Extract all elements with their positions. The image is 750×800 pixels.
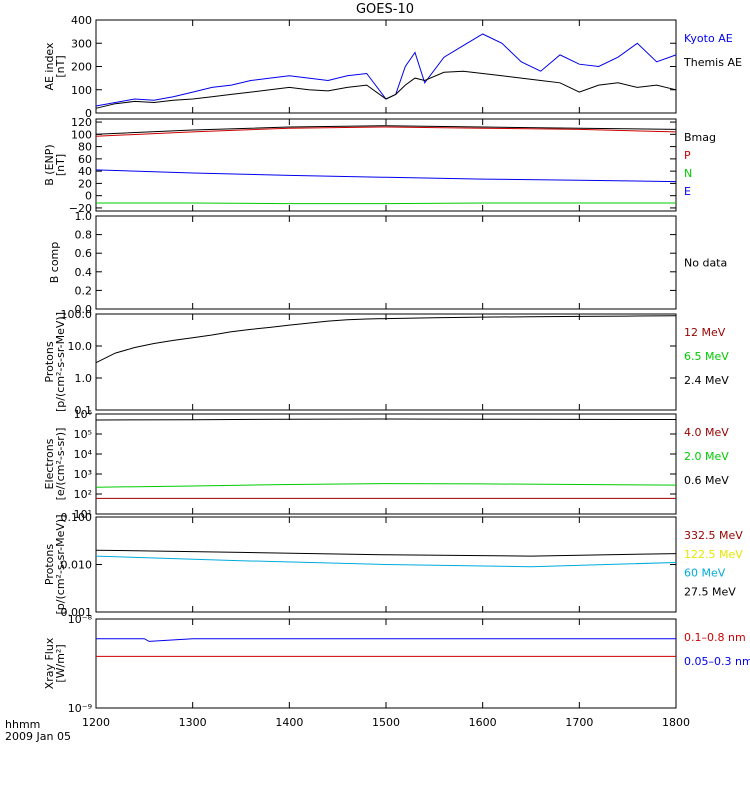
panel-5-ytick-label: 10² <box>74 488 92 501</box>
panel-7-series-2 <box>96 638 676 642</box>
panel-2-ytick-label: 100 <box>71 128 92 141</box>
panel-1-legend-1: Kyoto AE <box>684 32 733 45</box>
panel-2-series-1 <box>95 125 677 135</box>
panel-1-legend-2: Themis AE <box>683 56 742 69</box>
panel-1-ytick-label: 0 <box>85 107 92 120</box>
panel-5-legend-1: 4.0 MeV <box>684 426 729 439</box>
panel-6-legend-1: 332.5 MeV <box>684 529 743 542</box>
panel-2-legend-1: Bmag <box>684 131 716 144</box>
panel-4-ytick-label: 1.0 <box>75 372 93 385</box>
panel-1-ytick-label: 400 <box>71 14 92 27</box>
x-tick-label: 1800 <box>662 716 690 729</box>
panel-2-ylabel: [nT] <box>54 154 67 176</box>
panel-6-legend-2: 122.5 MeV <box>684 548 743 561</box>
panel-2-ytick-label: 80 <box>78 141 92 154</box>
panel-5-legend-3: 0.6 MeV <box>684 474 729 487</box>
panel-3-frame <box>95 215 677 310</box>
panel-1-ylabel: AE index <box>43 42 56 91</box>
plot-title: GOES-10 <box>356 2 414 17</box>
panel-7-ylabel: [W/m²] <box>54 644 67 682</box>
panel-2-series-4 <box>95 169 677 183</box>
panel-2-ytick-label: 120 <box>71 116 92 129</box>
panel-3-ytick-label: 0.4 <box>75 266 93 279</box>
panel-1-ylabel: [nT] <box>54 55 67 77</box>
panel-5-frame <box>95 413 677 515</box>
panel-2-legend-3: N <box>684 167 692 180</box>
panel-7-ylabel: Xray Flux <box>43 637 56 689</box>
panel-7-ytick-label: 10⁻⁹ <box>68 702 92 715</box>
panel-7-ytick-label: 10⁻⁸ <box>68 613 93 626</box>
panel-4-legend-2: 6.5 MeV <box>684 350 729 363</box>
panel-2-ytick-label: 60 <box>78 153 92 166</box>
panel-5-series-3 <box>95 418 677 421</box>
panel-6-ytick-label: 0.100 <box>61 511 93 524</box>
panel-6-legend-3: 60 MeV <box>684 567 726 580</box>
panel-2-legend-4: E <box>684 185 691 198</box>
panel-1-series-2 <box>95 70 677 109</box>
x-tick-label: 1700 <box>565 716 593 729</box>
panel-4-legend-1: 12 MeV <box>684 326 726 339</box>
panel-6-series-4 <box>95 549 677 557</box>
panel-2-series-3 <box>96 202 676 205</box>
panel-2-ytick-label: 40 <box>78 165 92 178</box>
panel-4-legend-3: 2.4 MeV <box>684 374 729 387</box>
panel-4-ylabel: Protons <box>43 341 56 382</box>
x-tick-label: 1600 <box>469 716 497 729</box>
x-tick-label: 1200 <box>82 716 110 729</box>
panel-6-legend-4: 27.5 MeV <box>684 585 736 598</box>
panel-3-ytick-label: 0.0 <box>75 303 93 316</box>
x-tick-label: 1400 <box>275 716 303 729</box>
panel-6-ylabel: [p/(cm²-s-sr-MeV)] <box>54 515 67 615</box>
panel-5-ylabel: Electrons <box>43 438 56 489</box>
panel-3-ylabel: B comp <box>48 242 61 284</box>
panel-5-legend-2: 2.0 MeV <box>684 450 729 463</box>
panel-5-ytick-label: 10⁴ <box>74 448 93 461</box>
panel-3-ytick-label: 0.8 <box>75 229 93 242</box>
x-tick-label: 1500 <box>372 716 400 729</box>
panel-6-series-3 <box>95 555 677 568</box>
panel-2-ytick-label: −20 <box>69 202 92 215</box>
panel-2-series-2 <box>95 126 677 137</box>
panel-4-frame <box>95 313 677 411</box>
panel-6-ytick-label: 0.001 <box>61 606 93 619</box>
date-label: 2009 Jan 05 <box>5 730 71 743</box>
panel-3-note: No data <box>684 257 727 270</box>
time-axis-label: hhmm <box>5 718 40 731</box>
panel-2-ytick-label: 20 <box>78 177 92 190</box>
panel-7-legend-2: 0.05–0.3 nm <box>684 655 750 668</box>
panel-2-ylabel: B (ENP) <box>43 144 56 185</box>
panel-2-legend-2: P <box>684 149 691 162</box>
panel-3-ytick-label: 1.0 <box>75 210 93 223</box>
panel-4-ytick-label: 0.1 <box>75 404 93 417</box>
panel-4-ytick-label: 100.0 <box>61 308 93 321</box>
panel-5-ytick-label: 10³ <box>74 468 92 481</box>
panel-1-ytick-label: 300 <box>71 37 92 50</box>
panel-4-ytick-label: 10.0 <box>68 340 93 353</box>
panel-7-legend-1: 0.1–0.8 nm <box>684 631 746 644</box>
panel-3-ytick-label: 0.6 <box>75 247 93 260</box>
panel-1-series-1 <box>95 33 677 107</box>
panel-5-ytick-label: 10¹ <box>74 508 92 521</box>
panel-1-ytick-label: 100 <box>71 84 92 97</box>
panel-5-series-2 <box>95 483 677 488</box>
panel-2-ytick-label: 0 <box>85 190 92 203</box>
panel-5-ytick-label: 10⁶ <box>74 408 93 421</box>
panel-4-ylabel: [p/(cm²-s-sr-MeV)] <box>54 312 67 412</box>
panel-6-ylabel: Protons <box>43 544 56 585</box>
panel-4-series-3 <box>95 315 677 364</box>
x-tick-label: 1300 <box>179 716 207 729</box>
panel-5-ylabel: [e/(cm²-s-sr)] <box>54 428 67 501</box>
panel-7-frame <box>95 618 677 709</box>
panel-5-ytick-label: 10⁵ <box>74 428 92 441</box>
panel-3-ytick-label: 0.2 <box>75 284 93 297</box>
panel-6-ytick-label: 0.010 <box>61 559 93 572</box>
panel-1-ytick-label: 200 <box>71 61 92 74</box>
